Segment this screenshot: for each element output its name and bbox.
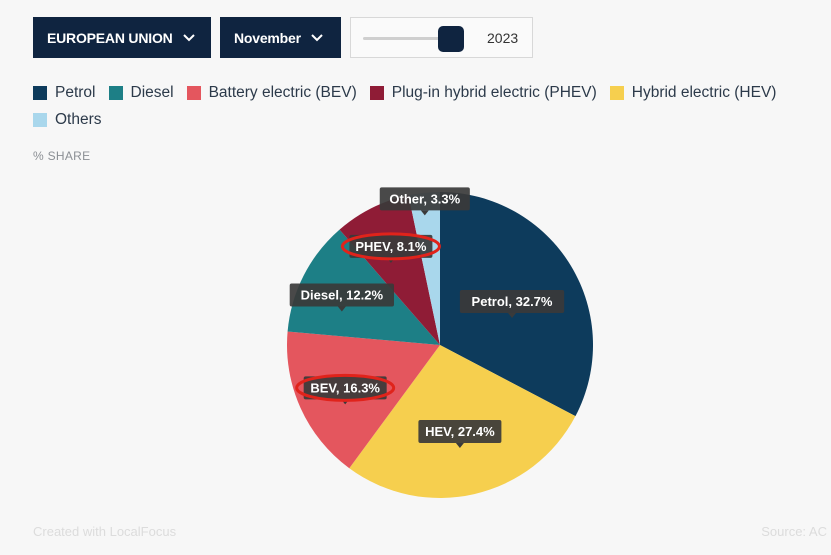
data-label-box xyxy=(459,289,565,313)
legend-swatch xyxy=(369,86,384,100)
data-label-text: Other, 3.3% xyxy=(389,191,460,206)
data-label-box xyxy=(303,376,387,400)
month-dropdown[interactable]: November xyxy=(220,17,341,58)
legend-item[interactable]: Plug-in hybrid electric (PHEV) xyxy=(369,84,597,102)
data-label-phev: PHEV, 8.1% xyxy=(340,232,441,263)
legend-item[interactable]: Battery electric (BEV) xyxy=(186,84,357,102)
data-label-box xyxy=(418,419,502,443)
legend-swatch xyxy=(33,113,47,127)
data-label-petrol: Petrol, 32.7% xyxy=(459,289,565,318)
slider-track[interactable] xyxy=(363,37,463,40)
pie-slice-other[interactable] xyxy=(408,192,440,345)
region-dropdown[interactable]: EUROPEAN UNION xyxy=(33,17,211,58)
legend-label: Petrol xyxy=(55,84,96,101)
legend-swatch xyxy=(609,86,624,100)
credit-text: Created with LocalFocus xyxy=(33,524,177,539)
data-label-text: BEV, 16.3% xyxy=(310,380,380,395)
legend-label: Plug-in hybrid electric (PHEV) xyxy=(391,84,597,101)
controls-bar: EUROPEAN UNION November 2023 xyxy=(33,17,533,58)
highlight-circle xyxy=(295,373,396,402)
data-label-text: Petrol, 32.7% xyxy=(472,294,553,309)
pie-slice-phev[interactable] xyxy=(339,195,440,345)
data-label-diesel: Diesel, 12.2% xyxy=(289,283,394,312)
legend-label: Hybrid electric (HEV) xyxy=(631,84,777,101)
legend-item[interactable]: Petrol xyxy=(33,84,96,102)
legend-item[interactable]: Others xyxy=(33,111,102,129)
month-dropdown-label: November xyxy=(234,29,301,46)
slider-year-label: 2023 xyxy=(487,30,519,46)
data-label-pointer xyxy=(420,210,429,216)
legend-label: Battery electric (BEV) xyxy=(208,84,357,101)
data-label-hev: HEV, 27.4% xyxy=(418,419,502,448)
data-label-box xyxy=(379,187,470,211)
legend-label: Others xyxy=(55,111,102,128)
legend-swatch xyxy=(33,86,47,100)
data-label-other: Other, 3.3% xyxy=(379,187,470,216)
data-label-pointer xyxy=(455,442,464,448)
data-label-pointer xyxy=(508,312,517,318)
legend-label: Diesel xyxy=(130,84,174,101)
legend-swatch xyxy=(186,86,201,100)
data-label-pointer xyxy=(337,306,346,312)
axis-unit-label: % SHARE xyxy=(33,149,91,163)
region-dropdown-label: EUROPEAN UNION xyxy=(47,29,173,46)
data-label-text: HEV, 27.4% xyxy=(425,424,495,439)
data-label-bev: BEV, 16.3% xyxy=(295,373,396,405)
data-label-text: Diesel, 12.2% xyxy=(301,287,384,302)
year-slider[interactable]: 2023 xyxy=(350,17,533,58)
slider-handle[interactable] xyxy=(438,26,464,52)
highlight-circle xyxy=(340,232,441,261)
legend-item[interactable]: Hybrid electric (HEV) xyxy=(609,84,777,102)
data-label-text: PHEV, 8.1% xyxy=(355,239,427,254)
chart-legend: Petrol Diesel Battery electric (BEV) Plug-i… xyxy=(33,84,828,138)
chevron-down-icon xyxy=(182,33,195,42)
data-label-box xyxy=(349,234,433,258)
legend-item[interactable]: Diesel xyxy=(108,84,174,102)
source-text: Source: AC xyxy=(761,524,827,539)
data-label-box xyxy=(289,283,394,307)
legend-swatch xyxy=(108,86,123,100)
chevron-down-icon xyxy=(311,33,323,42)
